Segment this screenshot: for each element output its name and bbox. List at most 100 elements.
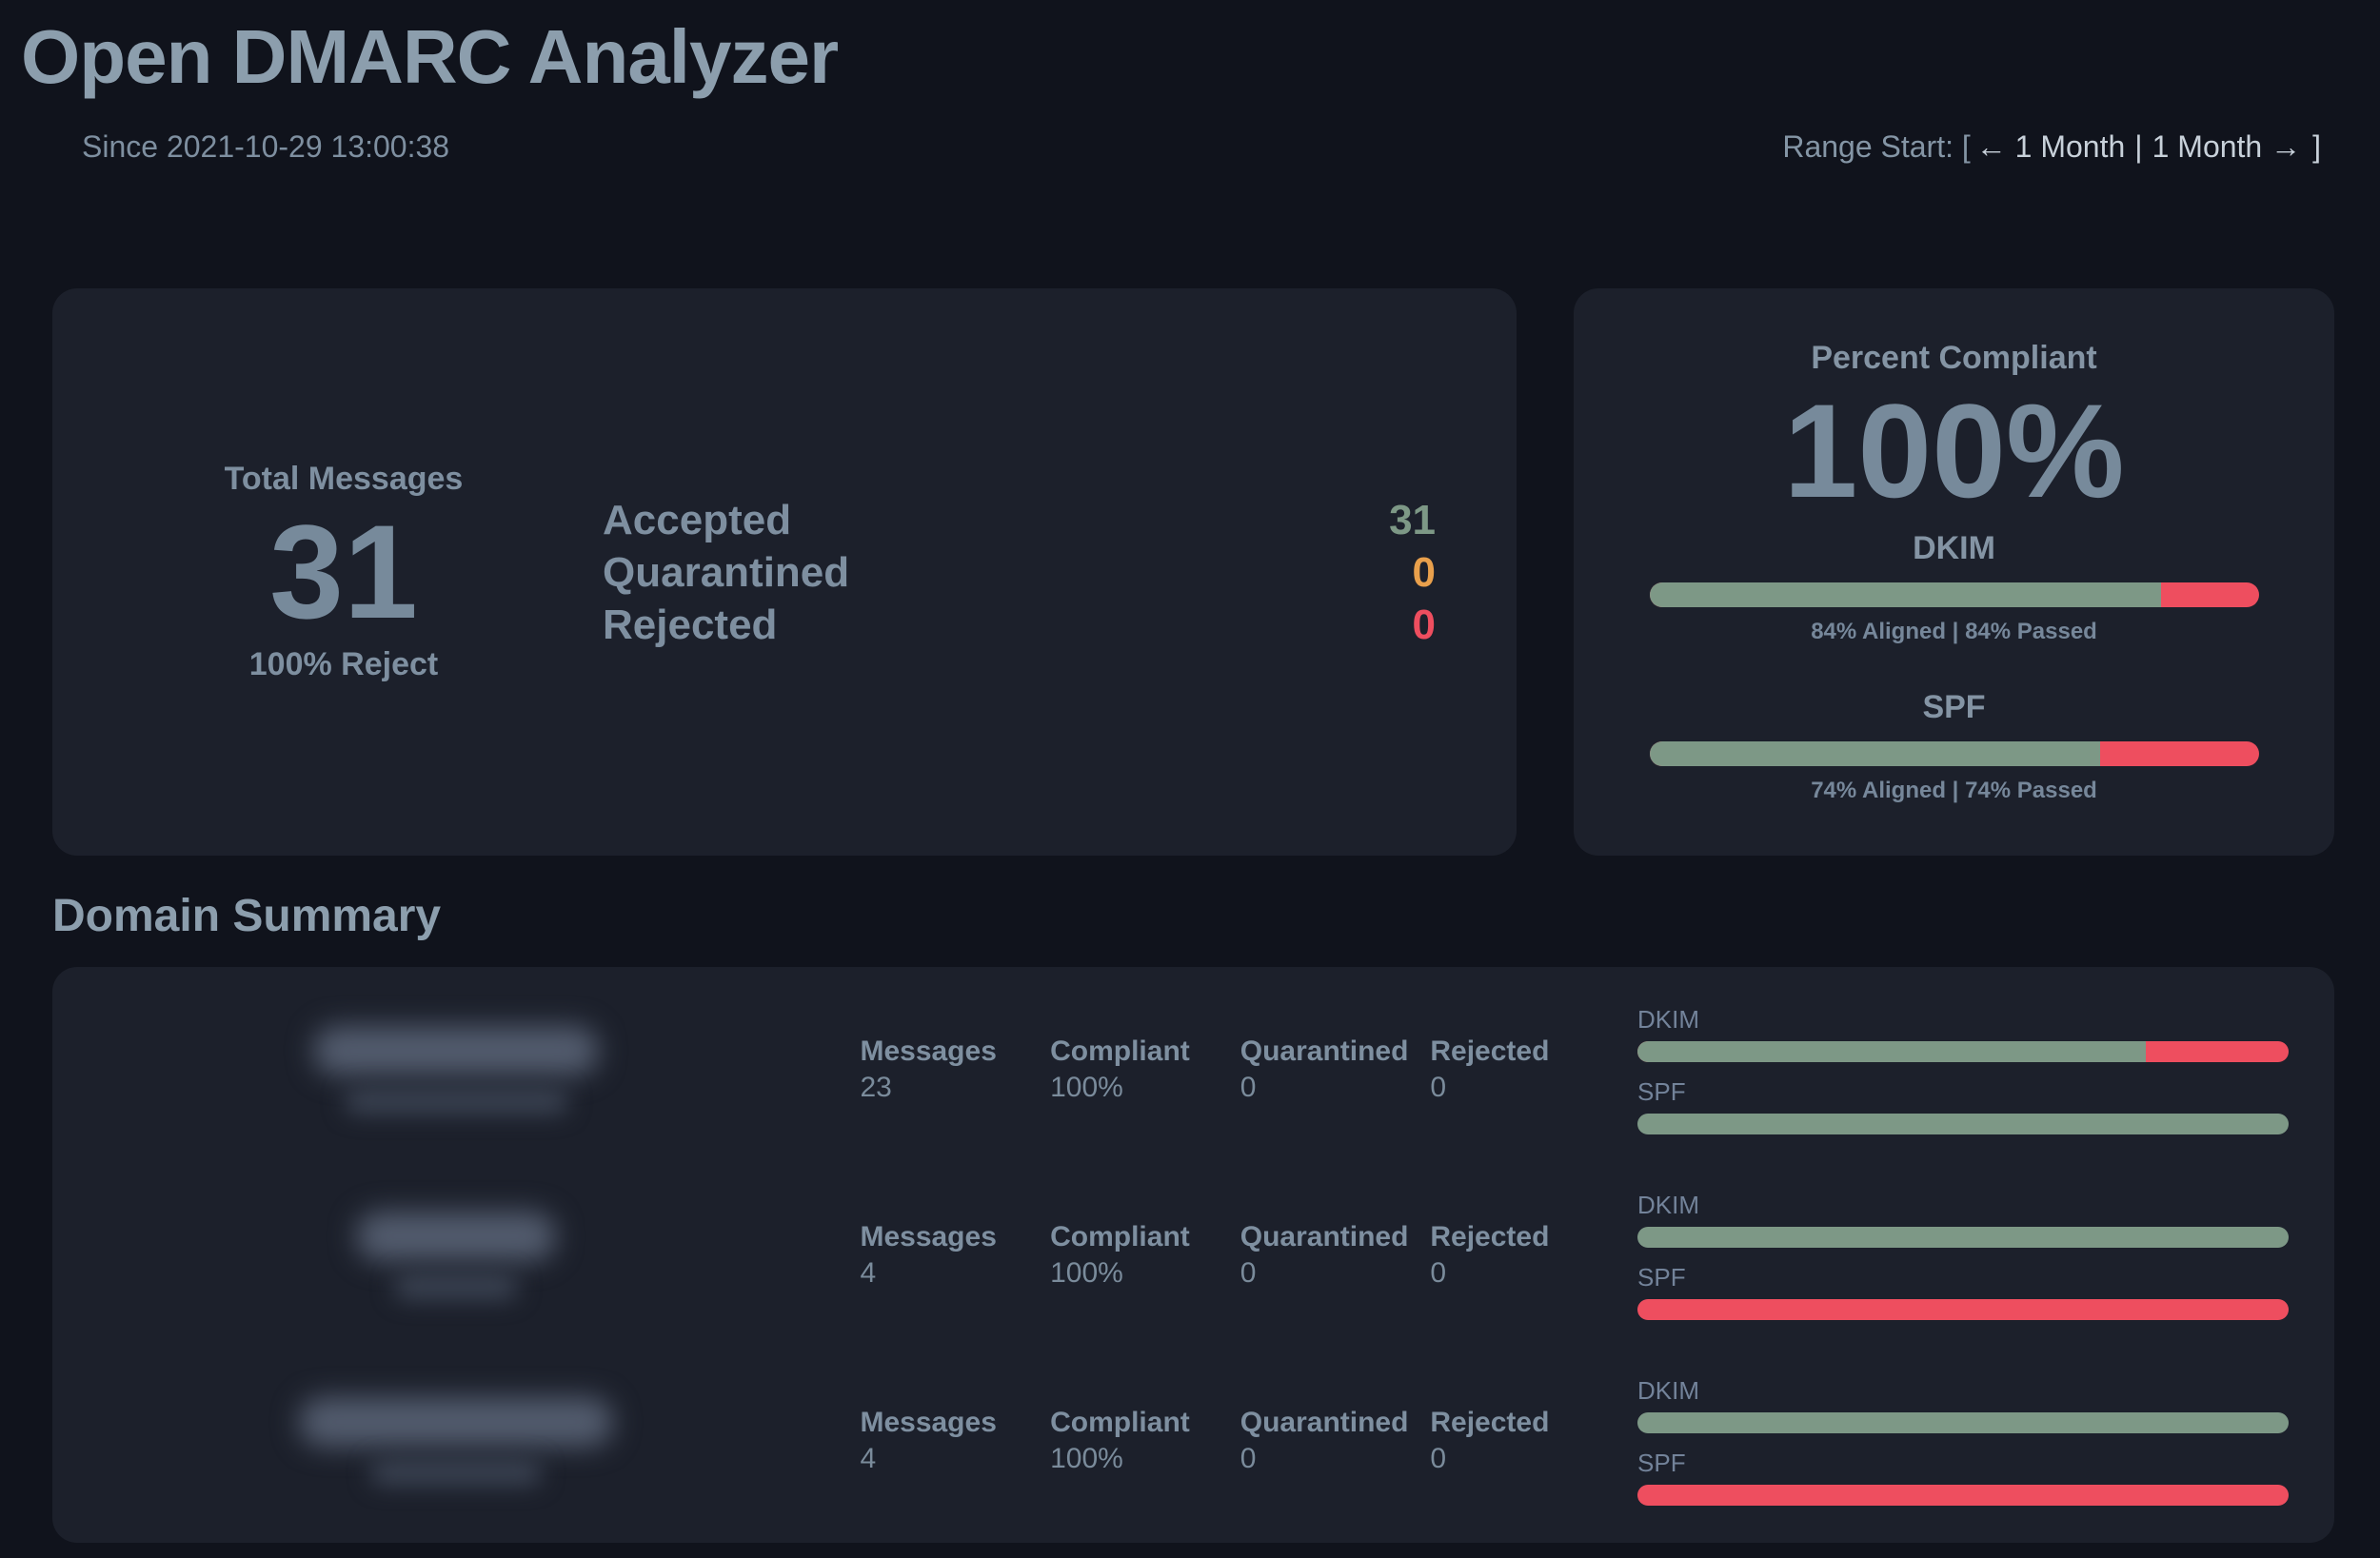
spf-bar xyxy=(1637,1484,2290,1506)
quarantined-value: 0 xyxy=(1412,548,1437,596)
stat-value: 0 xyxy=(1430,1071,1447,1103)
stat-messages: Messages 4 xyxy=(860,1221,1050,1290)
accepted-label: Accepted xyxy=(603,496,792,543)
total-messages-value: 31 xyxy=(269,496,418,646)
stat-header: Quarantined xyxy=(1240,1220,1409,1252)
range-separator: | xyxy=(2134,129,2143,164)
stat-header: Messages xyxy=(860,1406,997,1438)
stat-header: Compliant xyxy=(1050,1220,1190,1252)
domain-row: Messages 23 Compliant 100% Quarantined 0… xyxy=(52,977,2334,1162)
stat-header: Compliant xyxy=(1050,1406,1190,1438)
dkim-caption: 84% Aligned | 84% Passed xyxy=(1811,619,2097,644)
spf-caption: 74% Aligned | 74% Passed xyxy=(1811,778,2097,803)
page-header: Open DMARC Analyzer Since 2021-10-29 13:… xyxy=(0,13,2380,165)
domain-subtext-redacted xyxy=(344,1088,568,1114)
dkim-bar-fill xyxy=(1637,1226,2290,1248)
stat-compliant: Compliant 100% xyxy=(1050,1035,1240,1104)
percent-compliant-title: Percent Compliant xyxy=(1811,340,2097,376)
stat-rejected: Rejected 0 xyxy=(1430,1221,1620,1290)
range-next-month-link[interactable]: 1 Month → xyxy=(2152,129,2302,164)
spf-progress-fill xyxy=(1649,741,2101,766)
stat-rejected: Rejected 0 xyxy=(1430,1407,1620,1475)
dkim-label: DKIM xyxy=(1913,530,1995,566)
stat-value: 100% xyxy=(1050,1071,1123,1103)
domain-bars: DKIM SPF xyxy=(1637,1191,2334,1320)
dkim-progress-fill xyxy=(1649,582,2162,607)
domain-bars: DKIM SPF xyxy=(1637,1005,2334,1134)
stat-value: 0 xyxy=(1240,1442,1257,1474)
dkim-bar xyxy=(1637,1040,2290,1062)
dkim-label: DKIM xyxy=(1637,1004,1700,1034)
stat-value: 100% xyxy=(1050,1256,1123,1289)
domain-summary-card: Messages 23 Compliant 100% Quarantined 0… xyxy=(52,967,2334,1543)
stat-messages: Messages 23 xyxy=(860,1035,1050,1104)
domain-name-redacted[interactable] xyxy=(313,1025,600,1075)
stat-value: 0 xyxy=(1240,1256,1257,1289)
dkim-bar xyxy=(1637,1411,2290,1433)
page-title: Open DMARC Analyzer xyxy=(21,14,839,99)
total-messages-label: Total Messages xyxy=(224,460,464,497)
stat-quarantined: Quarantined 0 xyxy=(1240,1407,1431,1475)
accepted-value: 31 xyxy=(1389,496,1437,543)
disposition-row-accepted: Accepted 31 xyxy=(603,494,1436,546)
domain-bars: DKIM SPF xyxy=(1637,1376,2334,1506)
dkim-bar xyxy=(1637,1226,2290,1248)
stat-value: 0 xyxy=(1430,1256,1447,1289)
domain-subtext-redacted xyxy=(394,1273,519,1299)
range-label: Range Start: [ xyxy=(1782,129,1971,164)
rejected-value: 0 xyxy=(1412,601,1437,648)
stat-compliant: Compliant 100% xyxy=(1050,1407,1240,1475)
spf-bar-fill xyxy=(1637,1113,2290,1134)
stat-header: Quarantined xyxy=(1240,1035,1409,1067)
spf-bar xyxy=(1637,1298,2290,1320)
stat-header: Rejected xyxy=(1430,1406,1550,1438)
domain-name-redacted[interactable] xyxy=(356,1211,557,1261)
spf-bar xyxy=(1637,1113,2290,1134)
spf-label: SPF xyxy=(1922,689,1986,725)
spf-label: SPF xyxy=(1637,1262,1686,1292)
stat-value: 4 xyxy=(860,1442,877,1474)
policy-label: 100% Reject xyxy=(248,646,439,683)
range-close-bracket: ] xyxy=(2312,129,2321,164)
spf-label: SPF xyxy=(1637,1448,1686,1477)
stat-value: 0 xyxy=(1240,1071,1257,1103)
percent-compliant-card: Percent Compliant 100% DKIM 84% Aligned … xyxy=(1574,288,2334,856)
stat-value: 4 xyxy=(860,1256,877,1289)
disposition-list: Accepted 31 Quarantined 0 Rejected 0 xyxy=(603,494,1436,651)
spf-label: SPF xyxy=(1637,1076,1686,1106)
stat-value: 0 xyxy=(1430,1442,1447,1474)
dkim-metric: DKIM 84% Aligned | 84% Passed xyxy=(1649,530,2259,645)
domain-name-block xyxy=(52,1025,860,1114)
since-timestamp: Since 2021-10-29 13:00:38 xyxy=(82,129,450,164)
stat-header: Rejected xyxy=(1430,1035,1550,1067)
stat-header: Compliant xyxy=(1050,1035,1190,1067)
domain-subtext-redacted xyxy=(370,1459,543,1485)
stat-rejected: Rejected 0 xyxy=(1430,1035,1620,1104)
stat-value: 100% xyxy=(1050,1442,1123,1474)
dkim-progress-bar xyxy=(1649,582,2259,607)
stat-quarantined: Quarantined 0 xyxy=(1240,1035,1431,1104)
domain-summary-title: Domain Summary xyxy=(52,891,442,941)
percent-compliant-value: 100% xyxy=(1783,376,2125,525)
quarantined-label: Quarantined xyxy=(603,548,850,596)
stat-header: Messages xyxy=(860,1035,997,1067)
stat-messages: Messages 4 xyxy=(860,1407,1050,1475)
domain-row: Messages 4 Compliant 100% Quarantined 0 … xyxy=(52,1349,2334,1533)
sub-header: Since 2021-10-29 13:00:38 Range Start: [… xyxy=(82,129,2321,165)
spf-progress-bar xyxy=(1649,741,2259,766)
stat-value: 23 xyxy=(860,1071,892,1103)
range-prev-month-link[interactable]: ← 1 Month xyxy=(1975,129,2126,164)
summary-cards: Total Messages 31 100% Reject Accepted 3… xyxy=(52,288,2334,856)
domain-name-block xyxy=(52,1396,860,1485)
stat-header: Rejected xyxy=(1430,1220,1550,1252)
stat-header: Quarantined xyxy=(1240,1406,1409,1438)
domain-row: Messages 4 Compliant 100% Quarantined 0 … xyxy=(52,1163,2334,1348)
dkim-bar-fill xyxy=(1637,1040,2146,1062)
range-controls: Range Start: [← 1 Month | 1 Month →] xyxy=(1782,129,2321,165)
spf-metric: SPF 74% Aligned | 74% Passed xyxy=(1649,689,2259,804)
rejected-label: Rejected xyxy=(603,601,778,648)
stat-header: Messages xyxy=(860,1220,997,1252)
domain-name-redacted[interactable] xyxy=(299,1396,614,1447)
disposition-row-quarantined: Quarantined 0 xyxy=(603,546,1436,599)
domain-name-block xyxy=(52,1211,860,1299)
